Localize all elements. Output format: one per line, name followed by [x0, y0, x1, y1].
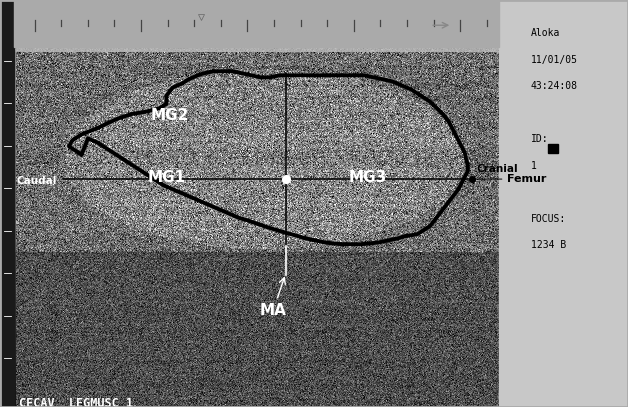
Text: B.DNGAYN 5KP09: B.DNGAYN 5KP09 — [50, 8, 110, 14]
Text: Cranial: Cranial — [476, 164, 517, 174]
Bar — [14, 0, 499, 47]
Text: Aloka: Aloka — [531, 28, 560, 39]
Text: MG2: MG2 — [150, 109, 189, 123]
Bar — [499, 0, 628, 407]
Text: MG1: MG1 — [148, 170, 185, 184]
Text: MA: MA — [260, 278, 286, 318]
Text: ID:: ID: — [531, 134, 548, 144]
Text: FOCUS:: FOCUS: — [531, 214, 566, 224]
Text: Caudal: Caudal — [16, 176, 57, 186]
Text: 1234 B: 1234 B — [531, 240, 566, 250]
Text: Femur: Femur — [475, 174, 547, 184]
Bar — [548, 144, 558, 153]
Text: 11/01/05: 11/01/05 — [531, 55, 578, 65]
Text: MG3: MG3 — [349, 170, 386, 184]
Text: 1: 1 — [531, 161, 536, 171]
Bar — [0, 0, 14, 407]
Text: CECAV  LEGMUSC 1: CECAV LEGMUSC 1 — [19, 397, 133, 407]
Text: 43:24:08: 43:24:08 — [531, 81, 578, 92]
